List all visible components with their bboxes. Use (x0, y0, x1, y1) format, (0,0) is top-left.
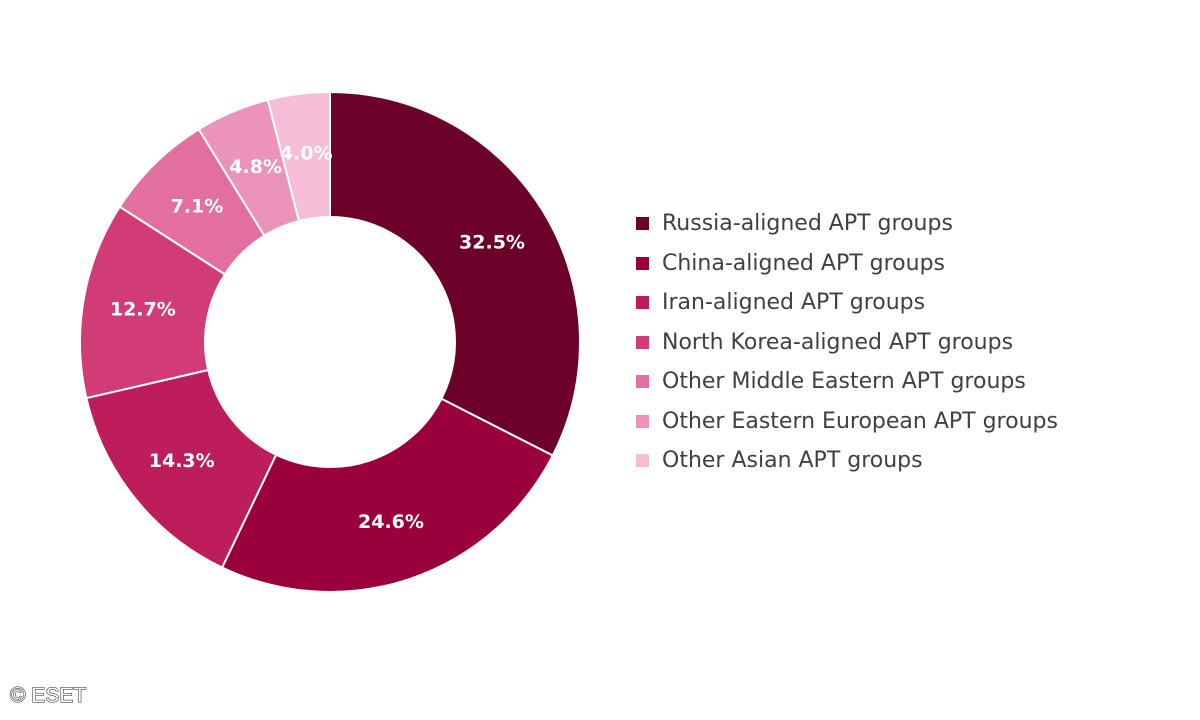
donut-slice-1 (329, 90, 582, 457)
legend-label: Other Middle Eastern APT groups (662, 369, 1026, 395)
legend-swatch (636, 256, 649, 270)
legend-label: China-aligned APT groups (662, 250, 945, 276)
chart-legend: Russia-aligned APT groups China-aligned A… (636, 204, 1058, 481)
legend-label: Other Asian APT groups (662, 448, 923, 474)
legend-item: China-aligned APT groups (636, 244, 1058, 284)
legend-swatch (636, 454, 649, 468)
legend-item: Russia-aligned APT groups (636, 204, 1058, 244)
copyright-notice: © ESET (9, 684, 87, 708)
legend-swatch (636, 375, 649, 389)
donut-slice-7 (266, 90, 331, 223)
legend-label: Iran-aligned APT groups (662, 290, 926, 316)
legend-item: Iran-aligned APT groups (636, 283, 1058, 323)
legend-item: Other Middle Eastern APT groups (636, 362, 1058, 402)
slice-data-label-3: 14.3% (149, 450, 215, 472)
legend-swatch (636, 296, 649, 310)
slice-data-label-4: 12.7% (110, 298, 176, 320)
slice-data-label-2: 24.6% (358, 511, 424, 533)
legend-swatch (636, 217, 649, 231)
donut-slice-3 (85, 368, 278, 569)
legend-swatch (636, 414, 649, 428)
legend-item: North Korea-aligned APT groups (636, 323, 1058, 363)
legend-label: Other Eastern European APT groups (662, 408, 1058, 434)
legend-swatch (636, 335, 649, 349)
slice-data-label-6: 4.8% (229, 156, 282, 178)
slice-data-label-7: 4.0% (280, 142, 333, 164)
donut-slice-4 (79, 205, 227, 400)
legend-label: Russia-aligned APT groups (662, 211, 953, 237)
legend-item: Other Eastern European APT groups (636, 402, 1058, 442)
donut-slice-2 (220, 397, 555, 593)
slice-data-label-1: 32.5% (459, 232, 525, 254)
legend-item: Other Asian APT groups (636, 441, 1058, 481)
slice-data-label-5: 7.1% (171, 195, 224, 217)
legend-label: North Korea-aligned APT groups (662, 329, 1014, 355)
